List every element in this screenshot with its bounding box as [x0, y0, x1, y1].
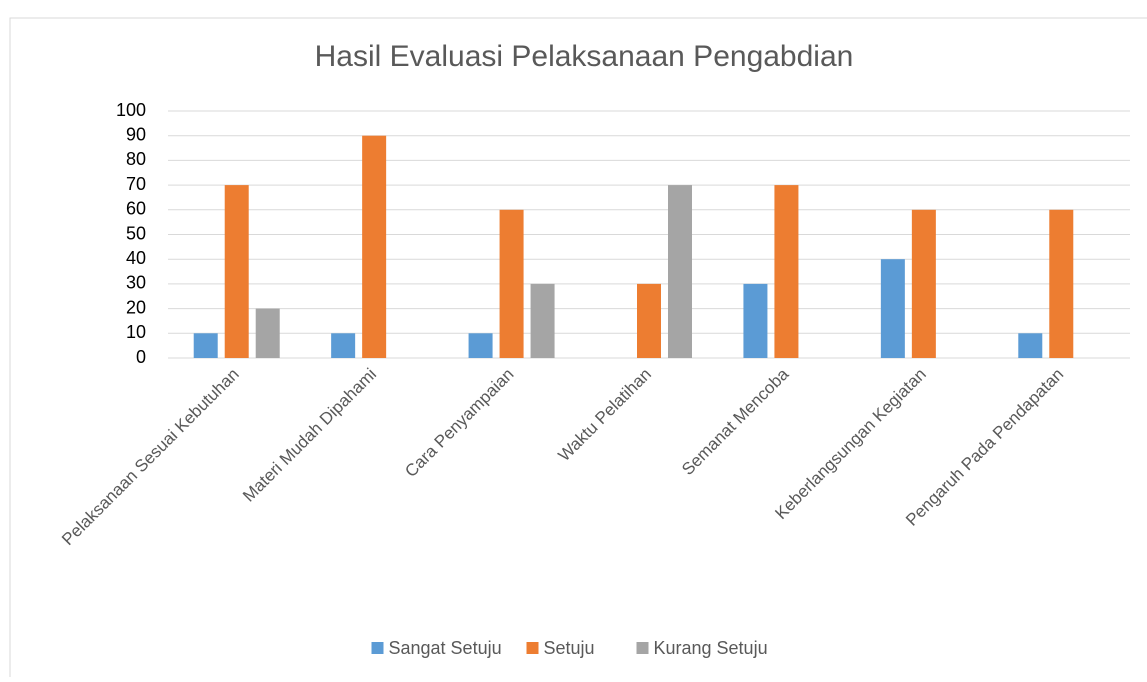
y-tick-label: 40: [126, 248, 146, 268]
legend-swatch: [371, 642, 384, 654]
bar: [1018, 333, 1043, 358]
chart-frame: [9, 17, 1147, 682]
bar: [1049, 209, 1074, 358]
y-tick-label: 50: [126, 223, 146, 243]
y-tick-label: 10: [126, 322, 146, 342]
y-tick-label: 100: [116, 100, 146, 120]
bar: [530, 283, 555, 358]
y-tick-label: 70: [126, 174, 146, 194]
y-tick-label: 90: [126, 124, 146, 144]
bar: [468, 333, 493, 358]
bar: [193, 333, 218, 358]
y-tick-label: 30: [126, 273, 146, 293]
bar: [880, 259, 905, 358]
bar: [743, 283, 768, 358]
bar: [668, 185, 692, 358]
bar: [774, 185, 799, 358]
legend-label: Setuju: [544, 638, 595, 658]
bar: [499, 209, 524, 358]
legend-label: Sangat Setuju: [389, 638, 502, 658]
bar: [911, 209, 936, 358]
bar: [362, 135, 387, 358]
y-tick-label: 80: [126, 149, 146, 169]
y-tick-label: 60: [126, 199, 146, 219]
bar: [224, 185, 249, 358]
legend-swatch: [526, 642, 539, 654]
legend-swatch: [636, 642, 649, 654]
chart-title: Hasil Evaluasi Pelaksanaan Pengabdian: [315, 40, 854, 73]
bar: [255, 308, 280, 358]
bar: [637, 283, 661, 358]
bar: [331, 333, 356, 358]
legend-label: Kurang Setuju: [654, 638, 768, 658]
y-tick-label: 20: [126, 297, 146, 317]
y-tick-label: 0: [136, 347, 146, 367]
